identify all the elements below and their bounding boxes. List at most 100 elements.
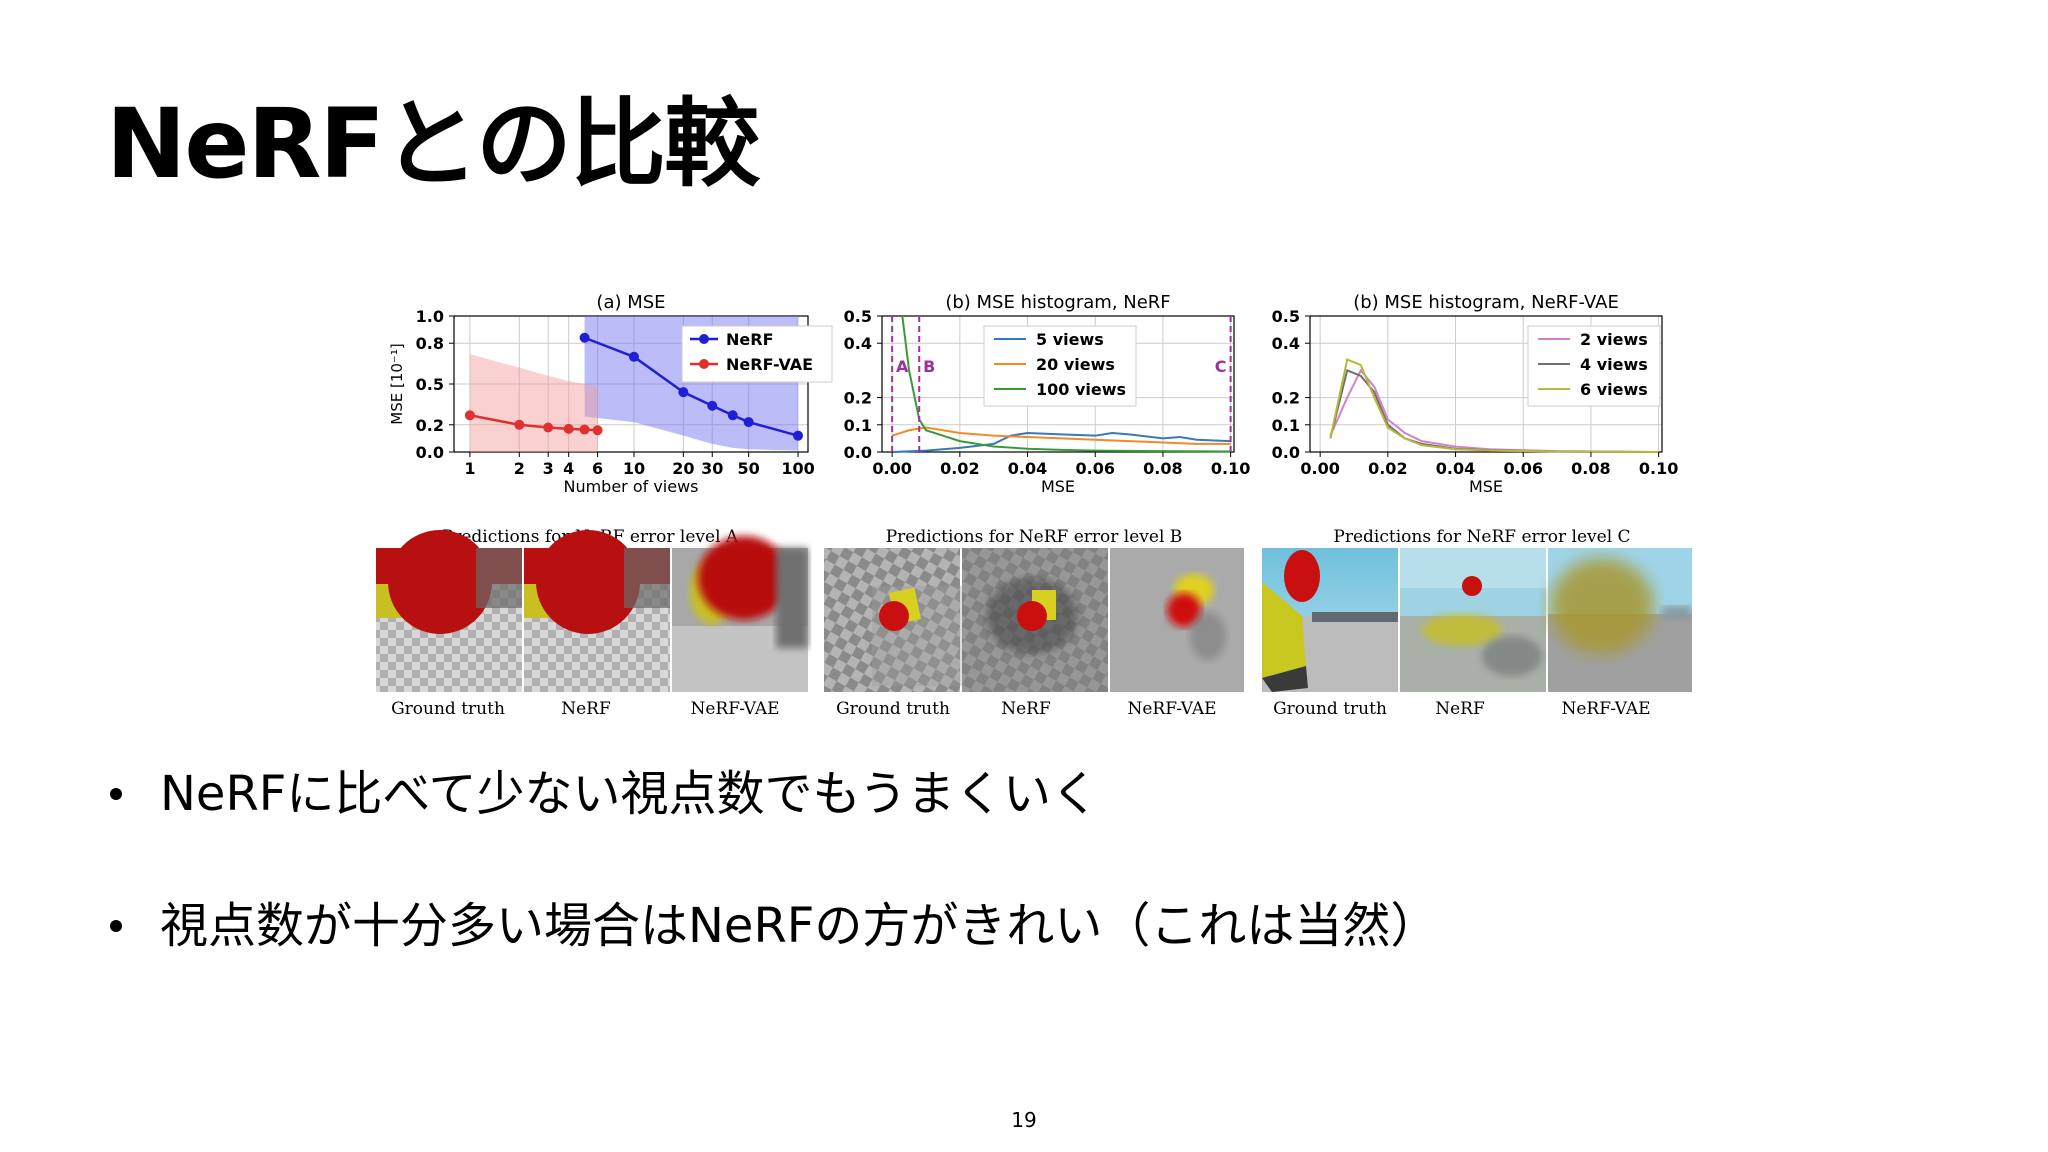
chart-title: (a) MSE <box>596 292 665 313</box>
data-point <box>579 424 590 435</box>
series-line <box>1329 358 1659 453</box>
bullet-text: 視点数が十分多い場合はNeRFの方がきれい（これは当然） <box>160 898 1439 954</box>
x-tick-label: 0.06 <box>1503 459 1542 478</box>
legend-box <box>681 325 833 383</box>
y-tick-label: 0.4 <box>844 334 872 353</box>
legend-label: 6 views <box>1580 380 1648 399</box>
legend-marker <box>699 334 709 344</box>
panel-c-nerf-image <box>1400 548 1546 692</box>
chart-title: (b) MSE histogram, NeRF <box>945 292 1170 313</box>
panel-a-label-gt: Ground truth <box>391 699 505 716</box>
y-tick-label: 0.1 <box>1272 416 1300 435</box>
image-panel-c: Predictions for NeRF error level C Groun… <box>1262 527 1692 716</box>
y-tick-label: 0.4 <box>1272 334 1300 353</box>
data-point <box>743 417 754 428</box>
data-point <box>579 332 590 343</box>
series-line <box>901 315 1231 453</box>
panel-b-title: Predictions for NeRF error level B <box>886 527 1183 547</box>
x-axis-label: MSE <box>1041 477 1075 496</box>
y-tick-label: 0.5 <box>416 375 444 394</box>
bullet-dot <box>110 920 122 932</box>
data-point <box>727 410 738 421</box>
x-tick-label: 30 <box>701 459 723 478</box>
x-tick-label: 10 <box>623 459 645 478</box>
x-tick-label: 0.10 <box>1211 459 1250 478</box>
panel-b-label-vae: NeRF-VAE <box>1127 699 1216 716</box>
y-tick-label: 0.0 <box>1272 443 1300 462</box>
threshold-label: B <box>923 357 935 376</box>
panel-c-nerfvae-image <box>1548 548 1692 692</box>
legend-marker <box>699 359 709 369</box>
data-point <box>464 410 475 421</box>
panel-c-label-nerf: NeRF <box>1435 699 1485 716</box>
panel-b-nerfvae-image <box>1110 548 1244 692</box>
y-tick-label: 0.2 <box>416 416 444 435</box>
y-tick-label: 0.0 <box>844 443 872 462</box>
x-tick-label: 0.02 <box>1368 459 1407 478</box>
bullet-list: NeRFに比べて少ない視点数でもうまくいく 視点数が十分多い場合はNeRFの方が… <box>110 770 1438 1034</box>
data-point <box>678 387 689 398</box>
x-tick-label: 0.04 <box>1436 459 1475 478</box>
y-tick-label: 0.5 <box>1272 307 1300 326</box>
x-axis-label: MSE <box>1469 477 1503 496</box>
data-point <box>543 422 554 433</box>
y-tick-label: 1.0 <box>416 307 444 326</box>
x-tick-label: 0.02 <box>940 459 979 478</box>
panel-a-label-vae: NeRF-VAE <box>690 699 779 716</box>
image-panel-b: Predictions for NeRF error level B Groun… <box>824 527 1244 716</box>
panel-c-title: Predictions for NeRF error level C <box>1333 527 1630 547</box>
data-point <box>563 423 574 434</box>
legend: NeRF NeRF-VAE <box>681 325 833 383</box>
data-point <box>628 351 639 362</box>
y-tick-label: 0.5 <box>844 307 872 326</box>
panel-a-nerf-image <box>524 530 670 692</box>
x-tick-label: 0.00 <box>872 459 911 478</box>
page-number: 19 <box>1011 1108 1037 1132</box>
y-tick-label: 0.2 <box>1272 389 1300 408</box>
chart-title: (b) MSE histogram, NeRF-VAE <box>1353 292 1619 313</box>
data-point <box>514 419 525 430</box>
comparison-figure: 1 2 3 4 6 10 20 30 50 100 0.0 0.2 0.5 0.8 1.0 (a) MSE Nu… <box>376 292 1692 716</box>
slide-title: NeRFとの比較 <box>106 88 760 200</box>
panel-a-nerfvae-image <box>672 536 808 692</box>
panel-a-ground-truth-image <box>376 530 522 692</box>
x-tick-label: 0.10 <box>1639 459 1678 478</box>
x-tick-label: 50 <box>738 459 760 478</box>
x-tick-label: 0.06 <box>1075 459 1114 478</box>
confidence-band <box>469 354 598 452</box>
x-tick-label: 0.00 <box>1300 459 1339 478</box>
bullet-dot <box>110 788 122 800</box>
legend-label: NeRF-VAE <box>726 355 813 374</box>
x-tick-label: 0.08 <box>1571 459 1610 478</box>
data-point <box>793 430 804 441</box>
series-line <box>891 426 1231 445</box>
y-axis-label: MSE [10⁻¹] <box>388 343 406 424</box>
legend-label: 4 views <box>1580 355 1648 374</box>
plot-frame <box>881 315 1235 453</box>
legend-label: 5 views <box>1036 330 1104 349</box>
y-tick-label: 0.8 <box>416 334 444 353</box>
bullet-text: NeRFに比べて少ない視点数でもうまくいく <box>160 766 1100 822</box>
legend: 2 views 4 views 6 views <box>1527 325 1661 407</box>
y-tick-label: 0.1 <box>844 416 872 435</box>
x-tick-label: 4 <box>563 459 574 478</box>
series-line <box>892 431 1231 453</box>
bullet-item: NeRFに比べて少ない視点数でもうまくいく <box>110 770 1438 818</box>
panel-b-nerf-image <box>962 548 1108 692</box>
x-axis-label: Number of views <box>563 477 698 496</box>
panel-c-label-gt: Ground truth <box>1273 699 1387 716</box>
x-tick-label: 20 <box>672 459 694 478</box>
y-tick-label: 0.0 <box>416 443 444 462</box>
plot-frame <box>1309 315 1663 453</box>
legend-label: 2 views <box>1580 330 1648 349</box>
panel-b-label-nerf: NeRF <box>1001 699 1051 716</box>
x-tick-label: 6 <box>592 459 603 478</box>
nerfvae-histogram-chart: 0.00 0.02 0.04 0.06 0.08 0.10 0.0 0.1 0.2 0.4 0.5 (… <box>1272 292 1679 496</box>
legend-label: 20 views <box>1036 355 1115 374</box>
legend-label: NeRF <box>726 330 774 349</box>
data-point <box>592 425 603 436</box>
panel-c-ground-truth-image <box>1262 548 1398 692</box>
image-panel-a: Predictions for NeRF error level A Groun… <box>376 527 808 716</box>
x-tick-label: 0.08 <box>1143 459 1182 478</box>
x-tick-label: 100 <box>781 459 814 478</box>
